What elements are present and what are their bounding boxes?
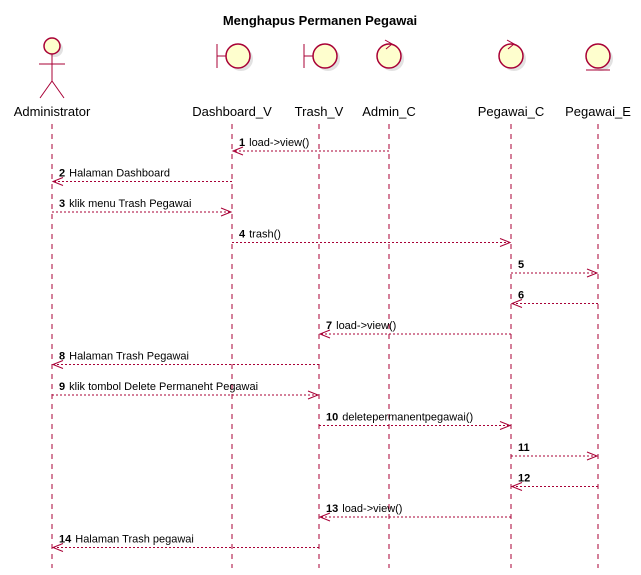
arrowhead-icon [51,177,64,186]
message-8: 8 Halaman Trash Pegawai [51,351,319,369]
actor-icon [39,37,65,99]
message-label: 8 Halaman Trash Pegawai [59,351,189,363]
arrowhead-icon [318,329,331,339]
participants: Administrator Dashboard_V Trash_V Admin_C Pe… [14,37,631,119]
message-number: 2 [59,168,65,180]
message-1: 1 load->view() [231,137,389,156]
message-text: load->view() [342,503,402,515]
message-text: Halaman Trash pegawai [75,534,194,546]
message-label: 10 deletepermanentpegawai() [326,412,473,424]
diagram-title: Menghapus Permanen Pegawai [223,13,417,28]
message-text: Halaman Dashboard [69,168,170,180]
message-12: 12 [510,473,598,491]
message-text: load->view() [249,137,309,149]
participant-trash_v-label: Trash_V [295,104,344,119]
participant-dashboard_v-label: Dashboard_V [192,104,272,119]
arrowhead-icon [510,482,523,491]
arrowhead-icon [586,451,599,461]
arrowhead-icon [499,238,512,247]
message-number: 10 [326,412,338,424]
message-11: 11 [511,442,599,461]
message-number: 13 [326,503,338,515]
messages: 1 load->view() 2 Halaman Dashboard 3 klik men… [51,137,599,552]
message-3: 3 klik menu Trash Pegawai [52,198,233,217]
message-13: 13 load->view() [318,503,511,522]
message-label: 13 load->view() [326,503,402,515]
arrowhead-icon [51,360,64,369]
message-label: 9 klik tombol Delete Permaneht Pegawai [59,381,258,393]
arrowhead-icon [318,512,331,522]
message-4: 4 trash() [232,229,512,247]
message-label: 11 [518,442,530,454]
message-6: 6 [510,290,598,308]
message-number: 6 [518,290,524,302]
message-5: 5 [511,259,599,278]
message-text: klik menu Trash Pegawai [69,198,191,210]
message-number: 12 [518,473,530,485]
control-icon [376,39,404,71]
message-number: 4 [239,229,246,241]
message-10: 10 deletepermanentpegawai() [319,412,512,430]
arrowhead-icon [510,299,523,308]
message-number: 1 [239,137,245,149]
arrowhead-icon [586,268,599,278]
message-label: 14 Halaman Trash pegawai [59,534,194,546]
participant-admin_c-label: Admin_C [362,104,415,119]
message-text: Halaman Trash Pegawai [69,351,189,363]
arrowhead-icon [220,207,233,217]
arrowhead-icon [51,543,64,552]
message-text: deletepermanentpegawai() [342,412,473,424]
control-icon [498,39,526,71]
message-number: 7 [326,320,332,332]
participant-pegawai_c-label: Pegawai_C [478,104,545,119]
message-text: load->view() [336,320,396,332]
message-number: 3 [59,198,65,210]
message-14: 14 Halaman Trash pegawai [51,534,319,552]
message-label: 4 trash() [239,229,281,241]
message-text: trash() [249,229,281,241]
message-text: klik tombol Delete Permaneht Pegawai [69,381,258,393]
boundary-icon [303,43,340,71]
message-label: 12 [518,473,530,485]
participant-pegawai_e-label: Pegawai_E [565,104,631,119]
message-label: 1 load->view() [239,137,309,149]
message-9: 9 klik tombol Delete Permaneht Pegawai [52,381,320,400]
message-label: 2 Halaman Dashboard [59,168,170,180]
message-label: 7 load->view() [326,320,396,332]
message-number: 9 [59,381,65,393]
message-number: 5 [518,259,524,271]
message-label: 6 [518,290,524,302]
message-2: 2 Halaman Dashboard [51,168,232,186]
message-7: 7 load->view() [318,320,511,339]
lifelines [51,124,599,568]
message-number: 8 [59,351,65,363]
message-number: 11 [518,442,530,454]
boundary-icon [216,43,253,71]
arrowhead-icon [231,146,244,156]
arrowhead-icon [499,421,512,430]
message-label: 3 klik menu Trash Pegawai [59,198,191,210]
arrowhead-icon [307,390,320,400]
entity-icon [585,43,613,71]
participant-administrator-label: Administrator [14,104,91,119]
message-number: 14 [59,534,72,546]
message-label: 5 [518,259,524,271]
